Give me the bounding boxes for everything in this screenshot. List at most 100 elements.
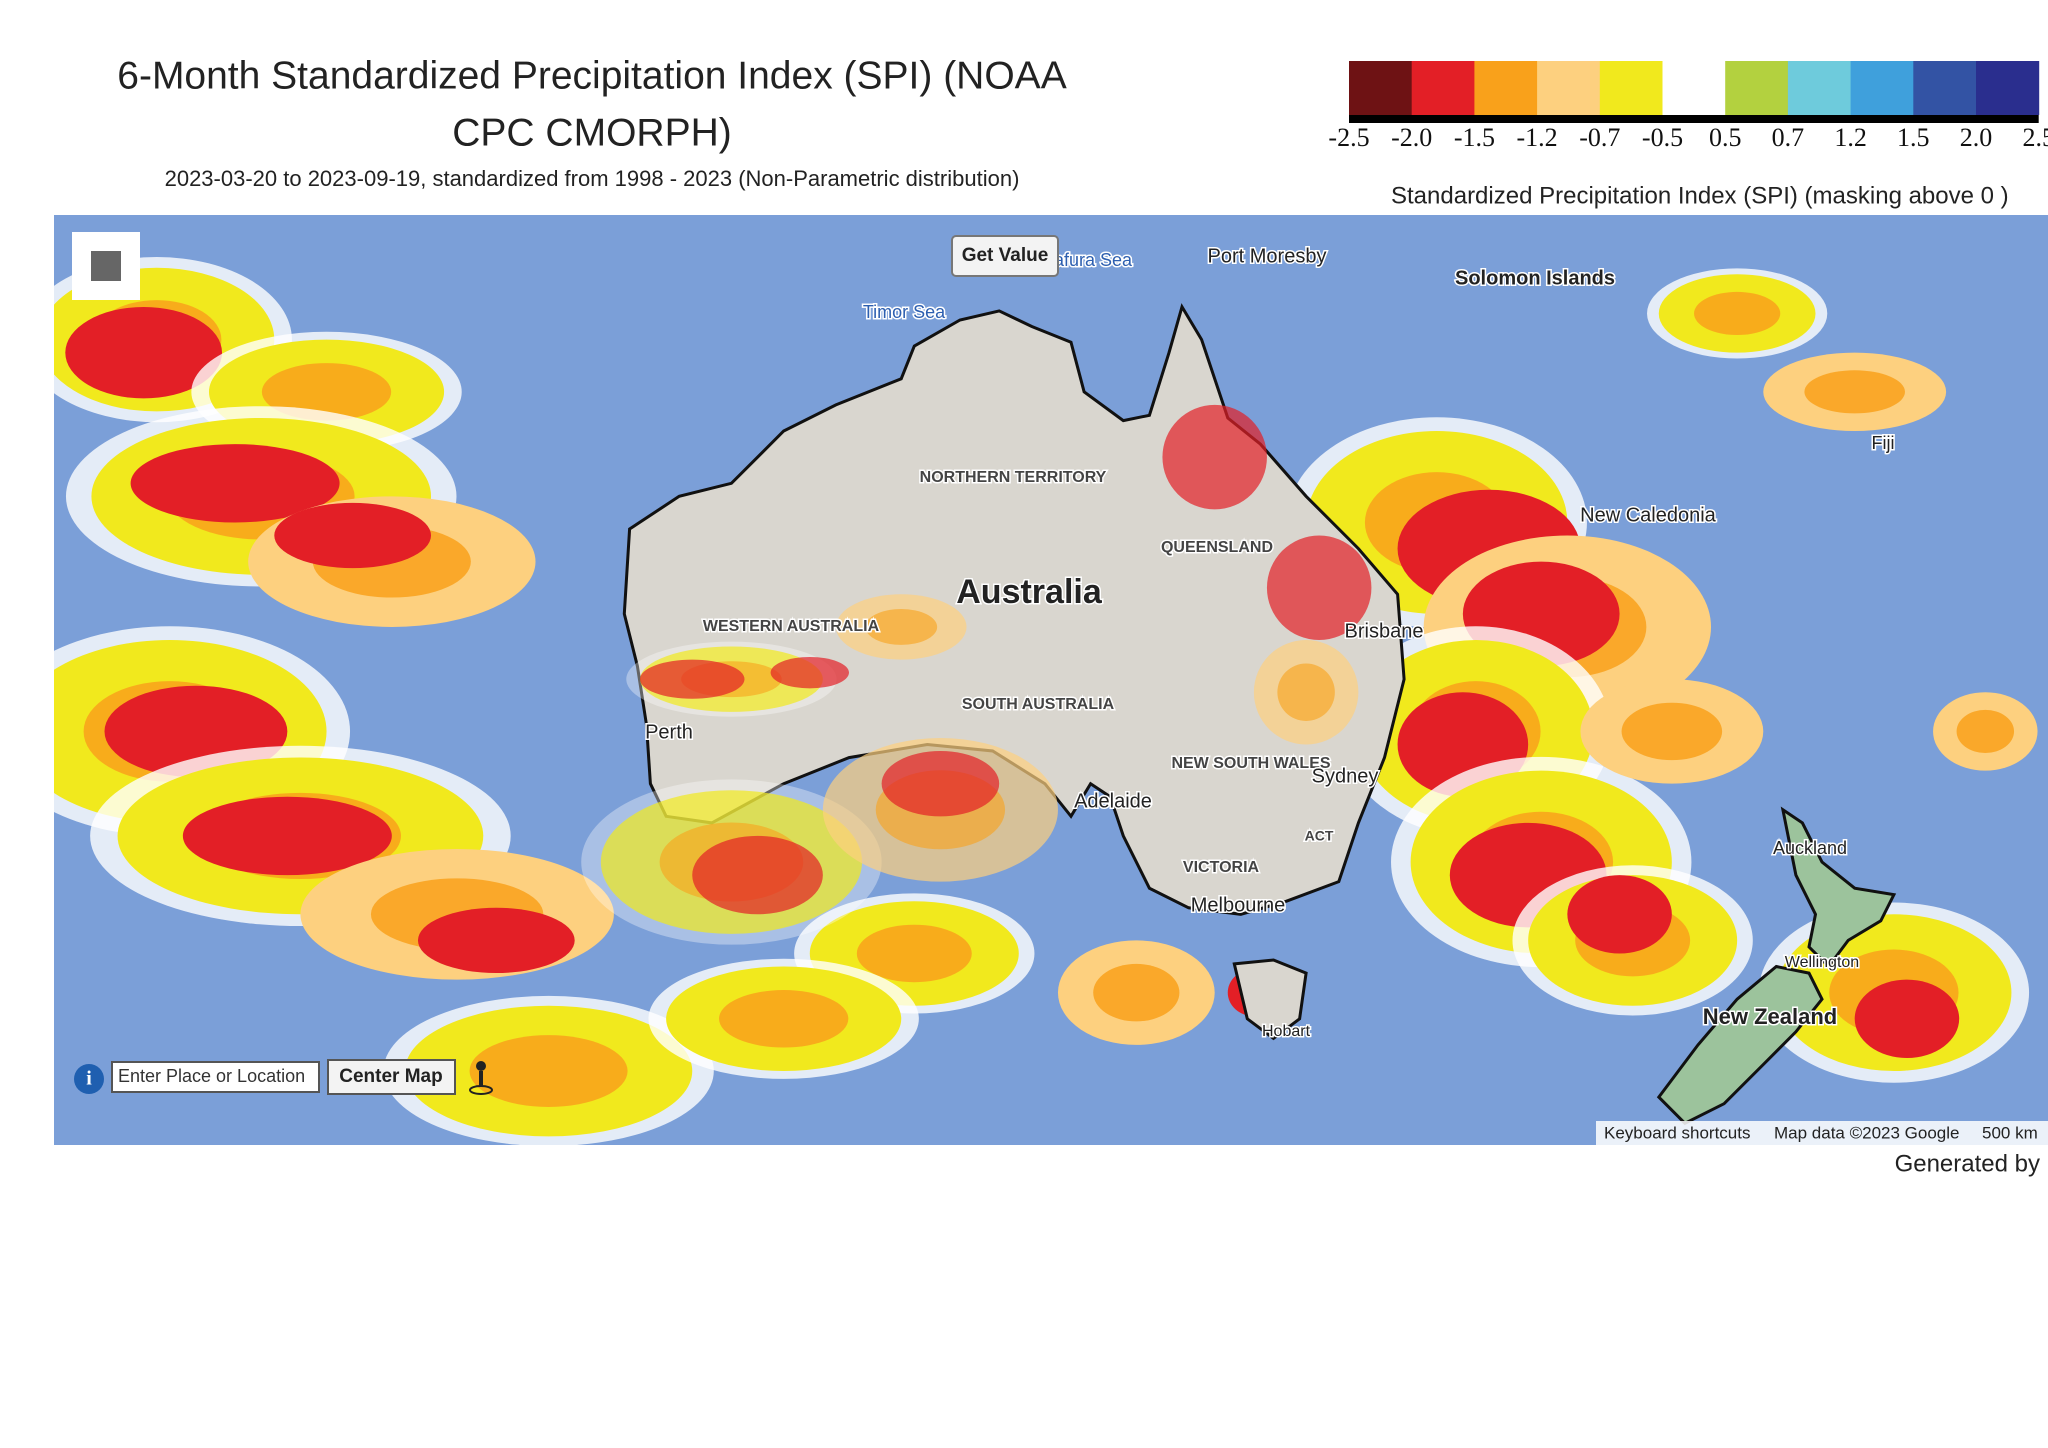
- place-label: New Zealand: [1703, 1004, 1837, 1029]
- attribution-bar: [1596, 1121, 2048, 1145]
- legend-tick-label: -0.7: [1579, 123, 1620, 152]
- dry-patch: [130, 444, 340, 523]
- legend-tick-label: 0.5: [1709, 123, 1742, 152]
- place-label: WESTERN AUSTRALIA: [703, 618, 880, 635]
- search-placeholder: Enter Place or Location: [118, 1066, 305, 1086]
- attribution-item[interactable]: Keyboard shortcuts: [1604, 1123, 1750, 1142]
- dry-patch: [881, 751, 1000, 817]
- legend-title: Standardized Precipitation Index (SPI) (…: [1391, 182, 2009, 209]
- dry-patch: [1694, 291, 1781, 336]
- place-label: Sydney: [1312, 765, 1379, 787]
- dry-patch: [865, 608, 938, 645]
- generated-by: Generated by: [1895, 1150, 2040, 1177]
- legend-tick-label: -0.5: [1642, 123, 1683, 152]
- place-label: Wellington: [1785, 954, 1859, 971]
- pegman-icon[interactable]: [469, 1061, 493, 1095]
- legend-swatch: [1599, 61, 1663, 115]
- dry-patch: [65, 306, 223, 399]
- legend-swatch: [1662, 61, 1726, 115]
- place-label: Australia: [956, 573, 1103, 611]
- place-label: New Caledonia: [1580, 504, 1717, 526]
- dry-patch: [261, 363, 392, 421]
- map: Australia NORTHERN TERRITORY QUEENSLAND WES…: [54, 215, 2048, 1145]
- spi-overlay: [581, 404, 1372, 945]
- legend-tick-label: 2.5: [2022, 123, 2048, 152]
- dry-patch: [1162, 404, 1267, 510]
- place-label: Hobart: [1262, 1023, 1311, 1040]
- dry-patch: [1621, 702, 1723, 761]
- legend-swatch: [1850, 61, 1914, 115]
- place-label: Adelaide: [1074, 790, 1152, 812]
- legend-swatch: [1787, 61, 1852, 115]
- place-label: Brisbane: [1345, 620, 1424, 642]
- title: CPC CMORPH): [452, 111, 732, 154]
- legend-tick-label: -2.5: [1328, 123, 1369, 152]
- attribution-item[interactable]: Map data ©2023 Google: [1774, 1123, 1960, 1142]
- legend-swatch: [1411, 61, 1475, 115]
- place-label: Perth: [645, 721, 693, 743]
- legend-tick-label: -2.0: [1391, 123, 1432, 152]
- dry-patch: [770, 656, 849, 689]
- dry-patch: [719, 990, 849, 1048]
- legend-swatch: [1725, 61, 1789, 115]
- dry-patch: [1277, 663, 1335, 721]
- place-label: Port Moresby: [1208, 245, 1327, 267]
- spi-overlay: [54, 257, 2038, 1145]
- attribution: Keyboard shortcuts Map data ©2023 Google 5…: [1604, 1123, 2038, 1142]
- place-label: ACT: [1305, 828, 1334, 844]
- center-map-label: Center Map: [339, 1066, 442, 1087]
- dry-patch: [274, 502, 432, 569]
- legend-swatch: [1913, 61, 1977, 115]
- search-input[interactable]: [111, 1061, 320, 1093]
- legend-swatch: [1474, 61, 1538, 115]
- info-icon-glyph: i: [86, 1068, 92, 1090]
- map-type-icon: [91, 251, 121, 281]
- legend-swatch: [1349, 61, 1413, 115]
- legend-swatch: [1537, 61, 1601, 115]
- legend: -2.5 -2.0 -1.5 -1.2 -0.7 -0.5 0.5 0.7 1.2 1.5 2.0 2…: [1328, 61, 2048, 152]
- dry-patch: [417, 907, 575, 974]
- info-icon[interactable]: [74, 1064, 104, 1094]
- legend-tick-label: -1.2: [1517, 123, 1558, 152]
- dry-patch: [469, 1035, 628, 1107]
- dry-patch: [1567, 875, 1672, 954]
- legend-tick-label: 0.7: [1772, 123, 1805, 152]
- subtitle: 2023-03-20 to 2023-09-19, standardized f…: [165, 166, 1020, 191]
- dry-patch: [1854, 979, 1960, 1058]
- place-label: SOUTH AUSTRALIA: [962, 696, 1115, 713]
- place-label: NEW SOUTH WALES: [1171, 755, 1330, 772]
- place-label: QUEENSLAND: [1161, 539, 1273, 556]
- dry-patch: [1956, 709, 2015, 753]
- nz-north-land: [1780, 806, 1897, 969]
- map-labels: Australia NORTHERN TERRITORY QUEENSLAND WES…: [644, 244, 1896, 1042]
- place-label: Melbourne: [1191, 894, 1286, 916]
- place-label: Solomon Islands: [1455, 267, 1615, 289]
- place-label: Timor Sea: [863, 302, 946, 322]
- dry-patch: [1804, 370, 1905, 414]
- place-label: VICTORIA: [1183, 859, 1260, 876]
- dry-patch: [1093, 963, 1180, 1022]
- dry-patch: [692, 835, 823, 915]
- title: 6-Month Standardized Precipitation Index…: [117, 54, 1066, 97]
- dry-patch: [1266, 535, 1372, 641]
- get-value-button[interactable]: [951, 235, 1059, 277]
- get-value-label: Get Value: [962, 245, 1049, 266]
- dry-patch: [856, 924, 972, 983]
- legend-swatch: [1976, 61, 2040, 115]
- place-label: Fiji: [1872, 433, 1895, 453]
- legend-bar: [1349, 115, 2039, 123]
- place-label: NORTHERN TERRITORY: [920, 469, 1107, 486]
- center-map-button[interactable]: [327, 1059, 456, 1095]
- attribution-item: 500 km: [1982, 1123, 2038, 1142]
- legend-tick-label: 2.0: [1960, 123, 1993, 152]
- nz-south-land: [1656, 964, 1824, 1126]
- legend-tick-label: 1.2: [1834, 123, 1867, 152]
- place-label: Auckland: [1773, 838, 1847, 858]
- dry-patch: [182, 796, 392, 876]
- place-label: Arafura Sea: [1036, 250, 1133, 270]
- tasmania-land: [1232, 958, 1308, 1041]
- legend-tick-label: 1.5: [1897, 123, 1930, 152]
- legend-tick-label: -1.5: [1454, 123, 1495, 152]
